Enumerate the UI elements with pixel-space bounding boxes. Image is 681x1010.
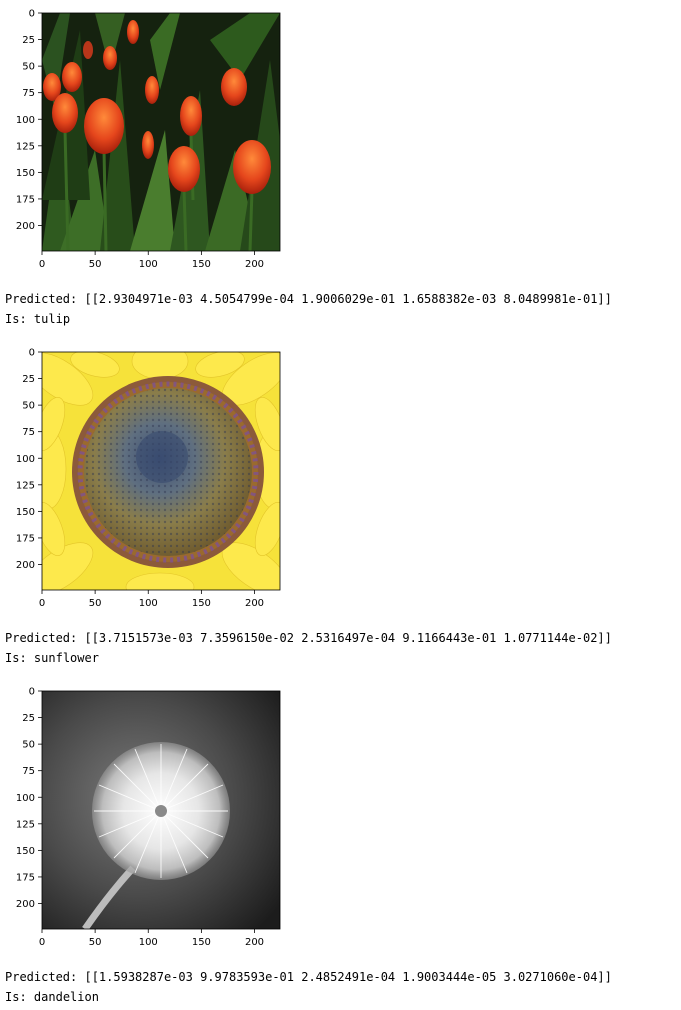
x-tick-label: 50 (89, 937, 102, 948)
is-output: Is: tulip (5, 309, 70, 329)
dandelion-figure: 0 25 50 75 100 125 150 175 200 0 50 100 150 200 (16, 687, 281, 948)
y-tick-label: 200 (16, 560, 35, 571)
predicted-output: Predicted: [[2.9304971e-03 4.5054799e-04… (5, 289, 612, 309)
x-tick-label: 150 (192, 598, 211, 609)
image-plot-tulip: 0 25 50 75 100 125 150 175 200 0 50 100 150 200 (0, 0, 300, 275)
is-label: Is: (5, 312, 27, 326)
x-tick-label: 0 (39, 259, 45, 270)
y-tick-label: 75 (22, 88, 35, 99)
x-tick-label: 100 (139, 937, 158, 948)
predicted-label: Predicted: (5, 631, 78, 645)
y-axis: 0 25 50 75 100 125 150 175 200 (16, 687, 42, 910)
y-tick-label: 150 (16, 507, 35, 518)
y-tick-label: 0 (29, 687, 35, 698)
y-tick-label: 175 (16, 194, 35, 205)
y-tick-label: 125 (16, 141, 35, 152)
y-tick-label: 150 (16, 168, 35, 179)
y-tick-label: 100 (16, 115, 35, 126)
x-tick-label: 100 (139, 598, 158, 609)
predicted-output: Predicted: [[1.5938287e-03 9.9783593e-01… (5, 967, 612, 987)
x-tick-label: 200 (245, 598, 264, 609)
image-plot-dandelion: 0 25 50 75 100 125 150 175 200 0 50 100 150 200 (0, 678, 300, 953)
is-value: sunflower (33, 651, 99, 665)
predicted-label: Predicted: (5, 292, 78, 306)
x-axis: 0 50 100 150 200 (39, 929, 264, 948)
is-output: Is: sunflower (5, 648, 99, 668)
x-axis: 0 50 100 150 200 (39, 590, 264, 609)
plot-frame (41, 690, 281, 930)
x-tick-label: 50 (89, 259, 102, 270)
y-tick-label: 175 (16, 533, 35, 544)
sunflower-figure: 0 25 50 75 100 125 150 175 200 0 50 100 150 200 (16, 348, 281, 609)
is-output: Is: dandelion (5, 987, 99, 1007)
y-axis: 0 25 50 75 100 125 150 175 200 (16, 348, 42, 571)
predicted-label: Predicted: (5, 970, 78, 984)
y-tick-label: 25 (22, 713, 35, 724)
x-tick-label: 200 (245, 259, 264, 270)
y-tick-label: 125 (16, 819, 35, 830)
x-tick-label: 100 (139, 259, 158, 270)
y-tick-label: 25 (22, 374, 35, 385)
x-tick-label: 150 (192, 937, 211, 948)
y-tick-label: 75 (22, 766, 35, 777)
x-tick-label: 0 (39, 937, 45, 948)
y-tick-label: 175 (16, 872, 35, 883)
x-tick-label: 200 (245, 937, 264, 948)
y-tick-label: 125 (16, 480, 35, 491)
is-label: Is: (5, 990, 27, 1004)
y-tick-label: 200 (16, 899, 35, 910)
y-tick-label: 75 (22, 427, 35, 438)
y-tick-label: 150 (16, 846, 35, 857)
is-label: Is: (5, 651, 27, 665)
x-axis: 0 50 100 150 200 (39, 251, 264, 270)
y-tick-label: 100 (16, 793, 35, 804)
y-tick-label: 50 (22, 401, 35, 412)
predicted-value: [[3.7151573e-03 7.3596150e-02 2.5316497e… (84, 631, 612, 645)
predicted-value: [[1.5938287e-03 9.9783593e-01 2.4852491e… (84, 970, 612, 984)
y-axis: 0 25 50 75 100 125 150 175 200 (16, 9, 42, 232)
is-value: tulip (33, 312, 71, 326)
y-tick-label: 100 (16, 454, 35, 465)
y-tick-label: 50 (22, 62, 35, 73)
x-tick-label: 150 (192, 259, 211, 270)
tulip-figure: 0 25 50 75 100 125 150 175 200 0 50 100 150 200 (16, 9, 281, 270)
sunflower-image (42, 352, 280, 590)
x-tick-label: 50 (89, 598, 102, 609)
plot-frame (41, 12, 281, 252)
image-plot-sunflower: 0 25 50 75 100 125 150 175 200 0 50 100 150 200 (0, 339, 300, 614)
predicted-output: Predicted: [[3.7151573e-03 7.3596150e-02… (5, 628, 612, 648)
y-tick-label: 50 (22, 740, 35, 751)
y-tick-label: 0 (29, 348, 35, 359)
tulip-image (42, 13, 280, 251)
predicted-value: [[2.9304971e-03 4.5054799e-04 1.9006029e… (84, 292, 612, 306)
y-tick-label: 200 (16, 221, 35, 232)
y-tick-label: 25 (22, 35, 35, 46)
dandelion-image (42, 691, 280, 929)
is-value: dandelion (33, 990, 99, 1004)
plot-frame (41, 351, 281, 591)
x-tick-label: 0 (39, 598, 45, 609)
y-tick-label: 0 (29, 9, 35, 20)
